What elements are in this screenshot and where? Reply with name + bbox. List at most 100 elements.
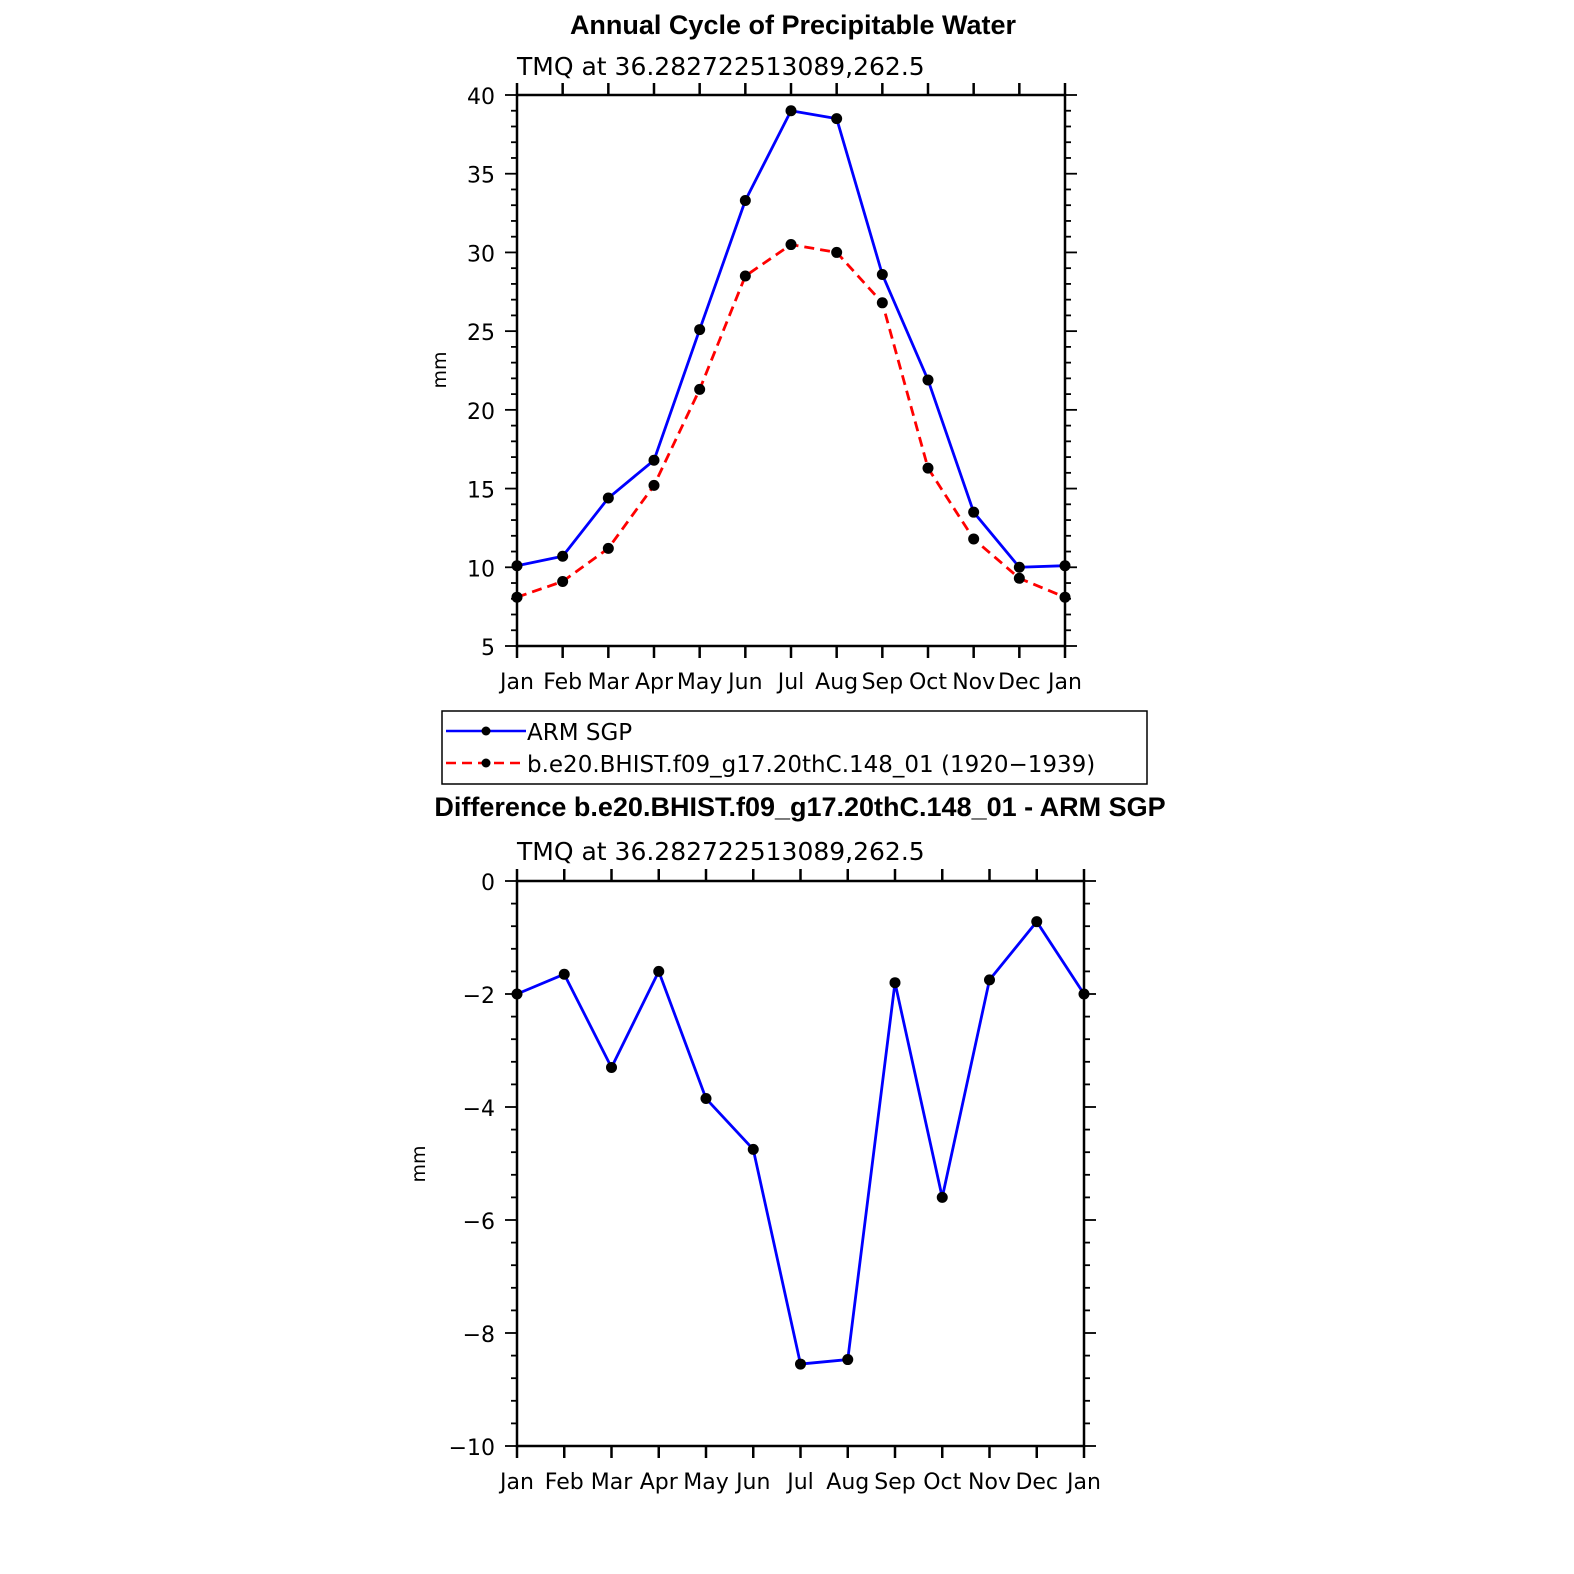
x-tick-label: Nov [968,1470,1011,1495]
x-tick-label: Mar [588,670,630,695]
series-0-point [606,1061,617,1073]
y-tick-label: −4 [463,1097,495,1122]
chart2-axis-ticks [505,869,1096,1458]
series-line-0 [516,920,1086,1366]
series-0-point [648,454,660,466]
series-1-point [1059,591,1071,603]
series-0-point [558,968,570,980]
x-tick-label: Nov [952,670,995,695]
x-tick-label: Oct [909,670,947,695]
x-tick-label: Mar [591,1470,633,1495]
chart2-y-axis-label: mm [408,1145,430,1182]
series-0-point [831,113,843,125]
x-tick-label: Dec [1015,1470,1058,1495]
x-tick-label: Feb [545,1470,584,1495]
y-tick-label: 30 [467,242,495,267]
series-1-point [1013,572,1025,584]
series-1-point [602,542,614,554]
series-0-point [842,1354,854,1366]
chart2-y-tick-labels: 0 −2 −4 −6 −8 −10 [449,871,495,1461]
series-0-point [968,506,980,518]
series-0-point [1059,560,1071,572]
x-tick-label: Oct [923,1470,961,1495]
annual-cycle-chart: Annual Cycle of Precipitable Water TMQ a… [429,10,1082,695]
series-1-point [968,533,980,545]
x-tick-label: Jul [785,1470,814,1495]
y-tick-label: −6 [463,1210,495,1235]
series-0-point [653,965,665,977]
x-tick-label: Jul [776,670,805,695]
legend-label-arm-sgp: ARM SGP [527,720,632,746]
x-tick-label: Jan [498,670,534,695]
legend-marker-arm-sgp [481,726,491,736]
x-tick-label: Jan [1046,670,1082,695]
x-tick-label: Jun [726,670,762,695]
series-0-point [936,1191,948,1203]
y-tick-label: 35 [467,164,495,189]
legend: ARM SGP b.e20.BHIST.f09_g17.20thC.148_01… [441,710,1148,785]
y-tick-label: −8 [463,1323,495,1348]
series-line-0 [516,109,1066,569]
x-tick-label: Feb [543,670,582,695]
x-tick-label: Aug [815,670,858,695]
series-1-point [694,383,706,395]
series-0-point [1013,561,1025,573]
y-tick-label: −2 [463,984,495,1009]
x-tick-label: Aug [826,1470,869,1495]
series-0-point [876,268,888,280]
y-tick-label: 5 [481,636,495,661]
x-tick-label: Jan [1065,1470,1101,1495]
series-line-1 [516,243,1066,599]
series-0-point [1031,916,1043,928]
legend-box [441,710,1148,785]
series-0-point [694,324,706,336]
x-tick-label: Apr [640,1470,679,1495]
x-tick-label: Jan [498,1470,534,1495]
chart1-plot-frame [515,93,1067,648]
series-0-point [795,1358,806,1370]
chart1-subtitle: TMQ at 36.282722513089,262.5 [516,52,925,81]
series-0-point [922,374,934,386]
chart1-series [511,105,1071,603]
series-1-point [922,462,934,474]
y-tick-label: −10 [449,1436,495,1461]
y-tick-label: 25 [467,321,495,346]
x-tick-label: Jun [734,1470,770,1495]
series-1-point [648,479,660,491]
series-0-point [700,1093,712,1105]
y-tick-label: 10 [467,557,495,582]
chart2-title: Difference b.e20.BHIST.f09_g17.20thC.148… [434,792,1165,822]
y-tick-label: 20 [467,400,495,425]
series-0-point [747,1143,759,1155]
y-tick-label: 40 [467,85,495,110]
chart2-series [511,916,1090,1370]
x-tick-label: Sep [874,1470,915,1495]
x-tick-label: May [683,1470,728,1495]
x-tick-label: May [677,670,722,695]
series-1-point [876,297,888,309]
difference-chart: Difference b.e20.BHIST.f09_g17.20thC.148… [408,792,1166,1495]
y-tick-label: 0 [481,871,495,896]
x-tick-label: Apr [635,670,674,695]
series-0-point [739,194,751,206]
series-0-point [984,974,995,986]
chart1-x-tick-labels: Jan Feb Mar Apr May Jun Jul Aug Sep Oct Nov Dec Jan [498,670,1082,695]
series-0-point [511,560,523,572]
series-0-point [1078,988,1090,1000]
series-0-point [511,988,523,1000]
chart1-y-tick-labels: 5 10 15 20 25 30 35 40 [467,85,495,661]
legend-label-model: b.e20.BHIST.f09_g17.20thC.148_01 (1920−1… [527,752,1095,778]
x-tick-label: Sep [862,670,903,695]
chart2-x-tick-labels: Jan Feb Mar Apr May Jun Jul Aug Sep Oct Nov Dec Jan [498,1470,1101,1495]
series-0-point [602,492,614,504]
legend-marker-model [481,758,491,768]
series-0-point [557,550,569,562]
series-1-point [831,246,843,258]
series-1-point [557,575,569,587]
chart1-title: Annual Cycle of Precipitable Water [570,10,1017,40]
series-0-point [785,105,797,117]
series-1-point [511,591,523,603]
x-tick-label: Dec [998,670,1041,695]
chart1-y-axis-label: mm [429,351,451,388]
